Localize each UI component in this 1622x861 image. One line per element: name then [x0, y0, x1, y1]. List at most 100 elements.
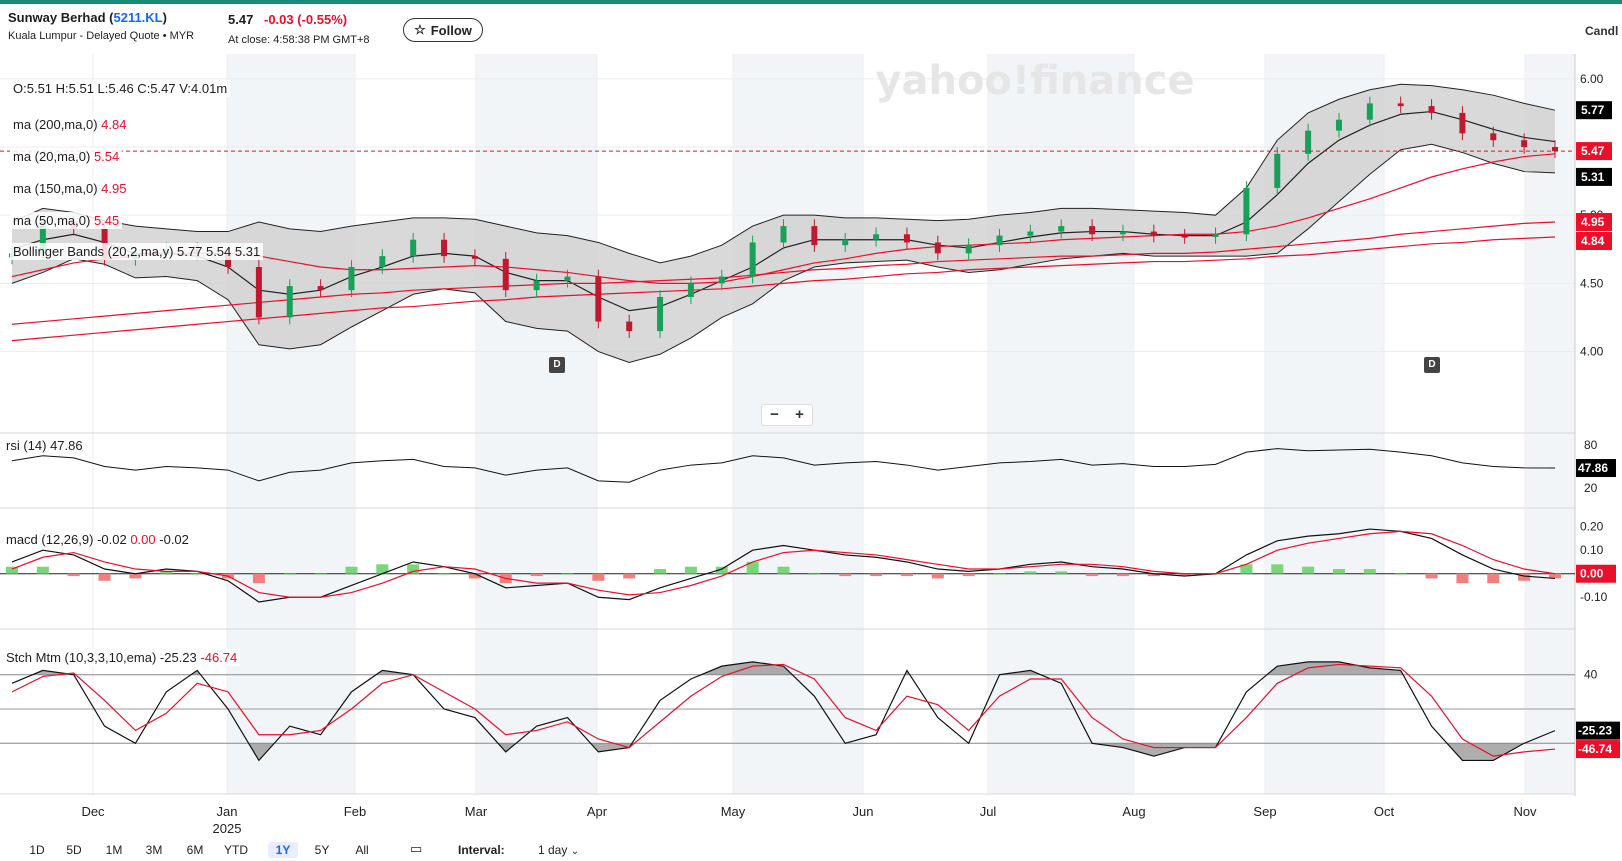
range-button-3m[interactable]: 3M — [145, 843, 163, 857]
zoom-in-button[interactable]: + — [795, 406, 804, 423]
macd-tag-bg — [1576, 564, 1616, 583]
ma20-value: 5.54 — [93, 149, 120, 164]
month-label: Dec — [81, 804, 105, 819]
candle-body — [533, 280, 540, 291]
macd-hist-bar — [962, 573, 975, 577]
rsi-tag-bg — [1576, 459, 1616, 478]
rsi-tick-label: 20 — [1584, 481, 1598, 495]
macd-hist-bar — [345, 566, 358, 574]
ma200-legend[interactable]: ma (200,ma,0) 4.84 — [10, 116, 130, 133]
month-label: Jul — [980, 804, 997, 819]
range-button-5y[interactable]: 5Y — [314, 843, 330, 857]
zoom-controls: − + — [761, 404, 813, 426]
stoch-panel — [0, 661, 1575, 762]
ma150-legend[interactable]: ma (150,ma,0) 4.95 — [10, 180, 130, 197]
price-tag-label: 5.31 — [1581, 170, 1605, 184]
rsi-panel — [11, 448, 1556, 483]
month-shade — [988, 54, 1134, 794]
macd-hist-bar — [592, 573, 605, 581]
candle-body — [1274, 153, 1281, 188]
stock-chart[interactable]: yahoo!finance 6.005.505.004.504.005.775.… — [0, 54, 1622, 834]
macd-hist-bar — [6, 566, 18, 574]
candle-body — [1089, 226, 1096, 235]
macd-hist-bar — [746, 561, 759, 574]
range-button-1m[interactable]: 1M — [105, 843, 123, 857]
ma50-legend[interactable]: ma (50,ma,0) 5.45 — [10, 212, 123, 229]
candle-body — [564, 276, 571, 281]
macd-hist-bar — [1394, 573, 1407, 575]
macd-panel — [0, 528, 1575, 603]
ma150-value: 4.95 — [101, 181, 127, 196]
month-label: Oct — [1374, 804, 1395, 819]
stoch-legend[interactable]: Stch Mtm (10,3,3,10,ema) -25.23 -46.74 — [3, 649, 241, 666]
dividend-badge[interactable]: D — [1424, 357, 1440, 373]
candle-body — [687, 283, 694, 297]
axes: 6.005.505.004.504.005.775.475.314.954.84… — [81, 72, 1620, 834]
change-abs: -0.03 — [264, 12, 294, 27]
macd-legend[interactable]: macd (12,26,9) -0.02 0.00 -0.02 — [3, 531, 192, 548]
calendar-icon[interactable]: ▭ — [410, 841, 423, 856]
ma200-value: 4.84 — [101, 117, 127, 132]
macd-hist-bar — [1024, 571, 1037, 574]
chart-footer: 1D 5D 1M 3M 6M YTD 1Y 5Y All ▭ Interval: 1 day ⌄ — [0, 836, 1622, 861]
quote-header: Sunway Berhad (5211.KL) Kuala Lumpur - D… — [0, 4, 1622, 54]
range-button-1y[interactable]: 1Y — [268, 842, 298, 858]
dividend-badge[interactable]: D — [549, 357, 565, 373]
range-button-6m[interactable]: 6M — [186, 843, 204, 857]
stoch-tag-bg — [1576, 740, 1620, 759]
rsi-legend[interactable]: rsi (14) 47.86 — [3, 437, 86, 454]
month-label: Nov — [1513, 804, 1537, 819]
ma20-legend[interactable]: ma (20,ma,0) 5.54 — [10, 148, 123, 165]
follow-button[interactable]: ☆ Follow — [403, 18, 483, 42]
macd-hist-bar — [252, 573, 265, 584]
price-tag-bg — [1576, 101, 1612, 120]
candle-body — [780, 226, 787, 243]
ohlc-legend: O:5.51 H:5.51 L:5.46 C:5.47 V:4.01m — [10, 80, 231, 97]
last-price: 5.47 — [228, 12, 254, 27]
macd-hist-bar — [931, 573, 944, 579]
candle-body — [1521, 140, 1528, 147]
candle-body — [1027, 231, 1034, 236]
candle-body — [1150, 231, 1157, 236]
candle-body — [1397, 103, 1404, 107]
range-button-ytd[interactable]: YTD — [224, 843, 248, 857]
zoom-out-button[interactable]: − — [770, 406, 779, 423]
chevron-down-icon: ⌄ — [570, 846, 580, 857]
bollinger-legend[interactable]: Bollinger Bands (20,2,ma,y) 5.77 5.54 5.… — [10, 243, 264, 260]
range-button-5d[interactable]: 5D — [66, 843, 82, 857]
candle-body — [379, 256, 386, 267]
ticker-symbol[interactable]: 5211.KL — [113, 10, 163, 25]
month-label: Mar — [465, 804, 488, 819]
macd-hist-bar — [36, 566, 49, 574]
range-button-all[interactable]: All — [355, 843, 369, 857]
macd-hist-bar — [1549, 573, 1561, 579]
stoch-value-2: -46.74 — [200, 650, 238, 665]
rsi-tick-label: 80 — [1584, 438, 1598, 452]
stoch-tick-label: 40 — [1584, 668, 1598, 682]
macd-hist-bar — [654, 569, 667, 574]
price-tag-bg — [1576, 167, 1612, 186]
ma50-value: 5.45 — [93, 213, 120, 228]
range-button-1d[interactable]: 1D — [29, 843, 45, 857]
macd-hist-bar — [1240, 564, 1253, 574]
chart-type-selector[interactable]: Candl — [1585, 24, 1619, 38]
ma50-label: ma (50,ma,0) — [13, 213, 91, 228]
interval-select[interactable]: 1 day ⌄ — [538, 843, 579, 857]
candle-body — [965, 245, 972, 254]
month-shade — [476, 54, 597, 794]
company-title: Sunway Berhad (5211.KL) — [8, 10, 167, 25]
macd-tag-label: 0.00 — [1580, 567, 1604, 581]
ma150-label: ma (150,ma,0) — [13, 181, 98, 196]
macd-hist-bar — [1116, 573, 1129, 577]
macd-hist-bar — [530, 573, 543, 577]
price-tick-label: 4.50 — [1580, 276, 1604, 290]
macd-hist-bar — [468, 573, 481, 579]
stoch-fast-line — [11, 661, 1556, 762]
stoch-value-1: -25.23 — [159, 650, 197, 665]
macd-tick-label: 0.10 — [1580, 543, 1604, 557]
ma-line-1 — [11, 153, 1556, 284]
candle-body — [1459, 112, 1466, 134]
macd-hist-bar — [1332, 569, 1345, 574]
macd-hist-bar — [438, 573, 451, 575]
candle-body — [225, 253, 232, 267]
